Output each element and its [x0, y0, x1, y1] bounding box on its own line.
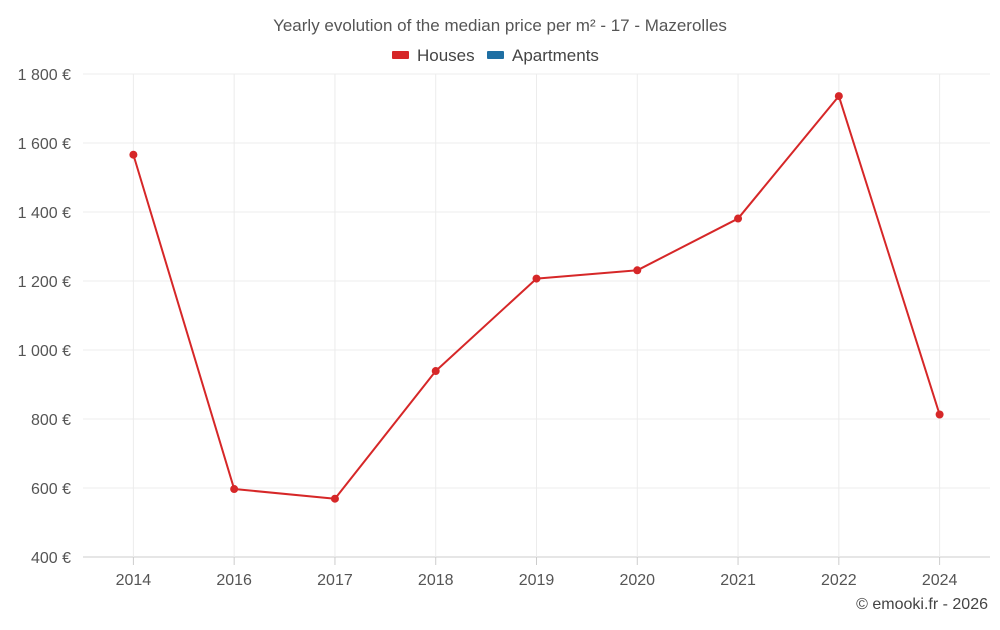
data-point[interactable]	[532, 274, 541, 283]
y-tick-label: 400 €	[31, 550, 71, 567]
chart-title: Yearly evolution of the median price per…	[273, 16, 727, 35]
y-axis: 400 € 600 € 800 € 1 000 € 1 200 € 1 400 € 1 60…	[18, 67, 71, 567]
legend-item-apartments[interactable]: Apartments	[487, 46, 599, 65]
data-point[interactable]	[633, 266, 642, 275]
data-point[interactable]	[734, 214, 743, 223]
data-point[interactable]	[834, 92, 843, 101]
x-tick-label: 2018	[418, 572, 454, 589]
x-tick-label: 2020	[619, 572, 655, 589]
x-tick-label: 2016	[216, 572, 252, 589]
y-tick-label: 1 000 €	[18, 343, 71, 360]
legend-swatch-apartments	[487, 51, 504, 59]
x-tick-label: 2019	[519, 572, 555, 589]
legend-swatch-houses	[392, 51, 409, 59]
y-tick-label: 1 600 €	[18, 136, 71, 153]
credit-text: © emooki.fr - 2026	[856, 596, 988, 613]
x-tick-label: 2017	[317, 572, 353, 589]
data-point[interactable]	[129, 150, 138, 159]
legend-label-houses: Houses	[417, 46, 475, 65]
series-group	[129, 92, 944, 503]
x-tick-label: 2022	[821, 572, 857, 589]
legend: Houses Apartments	[392, 46, 599, 65]
y-tick-label: 1 800 €	[18, 67, 71, 84]
x-tick-label: 2024	[922, 572, 958, 589]
data-point[interactable]	[230, 485, 239, 494]
legend-label-apartments: Apartments	[512, 46, 599, 65]
x-tick-label: 2021	[720, 572, 756, 589]
y-tick-label: 600 €	[31, 481, 71, 498]
data-point[interactable]	[431, 367, 440, 376]
y-tick-label: 1 400 €	[18, 205, 71, 222]
x-tick-label: 2014	[116, 572, 152, 589]
data-point[interactable]	[330, 494, 339, 503]
x-axis: 2014 2016 2017 2018 2019 2020 2021 2022 2024	[116, 557, 958, 589]
legend-item-houses[interactable]: Houses	[392, 46, 475, 65]
data-point[interactable]	[935, 410, 944, 419]
y-tick-label: 1 200 €	[18, 274, 71, 291]
y-tick-label: 800 €	[31, 412, 71, 429]
